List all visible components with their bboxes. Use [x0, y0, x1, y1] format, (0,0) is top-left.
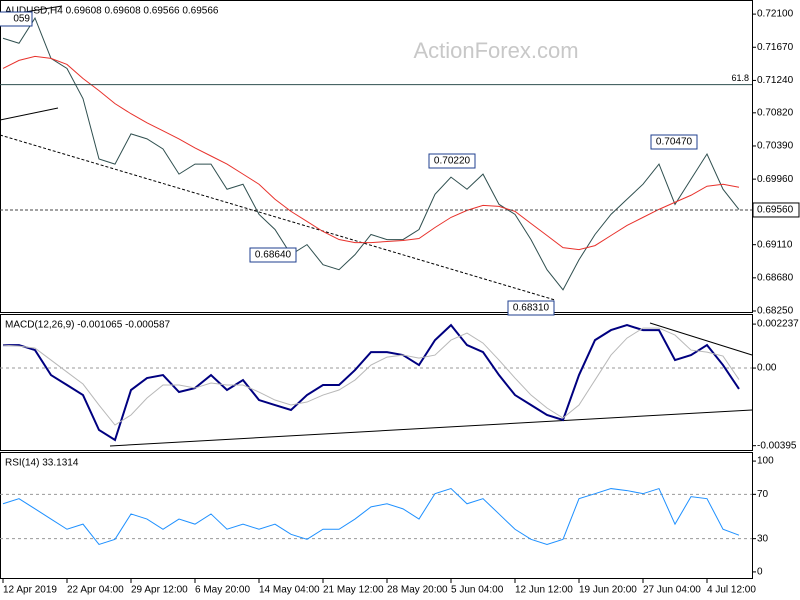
series-line [2, 55, 740, 251]
y-tick-label: 0 [757, 567, 763, 578]
trend-line [649, 322, 753, 356]
x-tick-label: 28 May 20:00 [387, 585, 448, 596]
series-line [2, 327, 740, 426]
annotation: 0.68310 [513, 303, 550, 314]
x-tick-label: 6 May 20:00 [195, 585, 250, 596]
panel-title: AUDUSD,H4 0.69608 0.69608 0.69566 0.6956… [5, 6, 219, 17]
price-tag [752, 202, 800, 218]
panel-title: MACD(12,26,9) -0.001065 -0.000587 [5, 320, 171, 331]
y-tick-label: -0.00395 [757, 440, 797, 451]
x-tick-label: 21 May 12:00 [323, 585, 384, 596]
fib-label: 61.8 [731, 73, 749, 83]
rsi-panel-frame [0, 452, 753, 579]
y-tick-label: 0.70390 [757, 141, 794, 152]
x-tick-label: 12 Apr 2019 [3, 585, 57, 596]
trend-line [0, 134, 556, 301]
x-tick-label: 29 Apr 12:00 [131, 585, 188, 596]
annotation-box [650, 134, 698, 150]
x-tick-label: 14 May 04:00 [259, 585, 320, 596]
x-tick-label: 12 Jun 12:00 [515, 585, 573, 596]
y-tick-label: 30 [757, 533, 769, 544]
price-tag-label: 0.69560 [757, 205, 794, 216]
annotation: 059 [13, 14, 30, 25]
x-tick-label: 19 Jun 20:00 [579, 585, 637, 596]
annotation-box [428, 153, 476, 169]
y-tick-label: 100 [757, 456, 774, 467]
macd-panel-frame [0, 314, 753, 451]
annotation: 0.70470 [656, 137, 693, 148]
y-tick-label: 0.00 [757, 363, 777, 374]
watermark: ActionForex.com [413, 38, 578, 63]
series-line [2, 17, 740, 291]
y-tick-label: 0.71240 [757, 75, 794, 86]
y-tick-label: 0.68250 [757, 306, 794, 317]
price-panel-frame [0, 0, 753, 313]
y-tick-label: 0.70820 [757, 107, 794, 118]
y-tick-label: 0.69960 [757, 174, 794, 185]
annotation-box [0, 11, 33, 27]
x-tick-label: 5 Jun 04:00 [451, 585, 504, 596]
y-tick-label: 0.72100 [757, 9, 794, 20]
series-line [2, 487, 740, 546]
trend-line [0, 107, 59, 121]
y-tick-label: 70 [757, 489, 769, 500]
x-tick-label: 4 Jul 12:00 [707, 585, 756, 596]
y-tick-label: 0.002237 [757, 319, 799, 330]
annotation-box [507, 300, 555, 316]
annotation: 0.68640 [255, 250, 292, 261]
y-tick-label: 0.71670 [757, 42, 794, 53]
panel-title: RSI(14) 33.1314 [5, 458, 79, 469]
series-line [3, 323, 740, 442]
y-tick-label: 0.68680 [757, 272, 794, 283]
x-tick-label: 27 Jun 04:00 [643, 585, 701, 596]
annotation: 0.70220 [434, 156, 471, 167]
trend-line [109, 409, 753, 447]
annotation-box [249, 247, 297, 263]
x-tick-label: 22 Apr 04:00 [67, 585, 124, 596]
y-tick-label: 0.69110 [757, 239, 793, 250]
